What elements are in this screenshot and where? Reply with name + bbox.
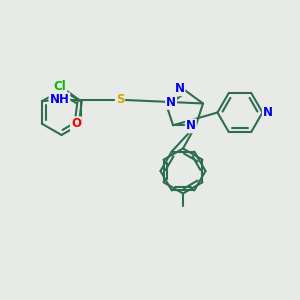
Text: N: N: [166, 96, 176, 109]
Text: NH: NH: [50, 93, 69, 106]
Text: O: O: [71, 117, 81, 130]
Text: Cl: Cl: [54, 80, 66, 93]
Text: N: N: [263, 106, 273, 119]
Text: N: N: [186, 119, 196, 132]
Text: S: S: [116, 93, 124, 106]
Text: N: N: [174, 82, 184, 95]
